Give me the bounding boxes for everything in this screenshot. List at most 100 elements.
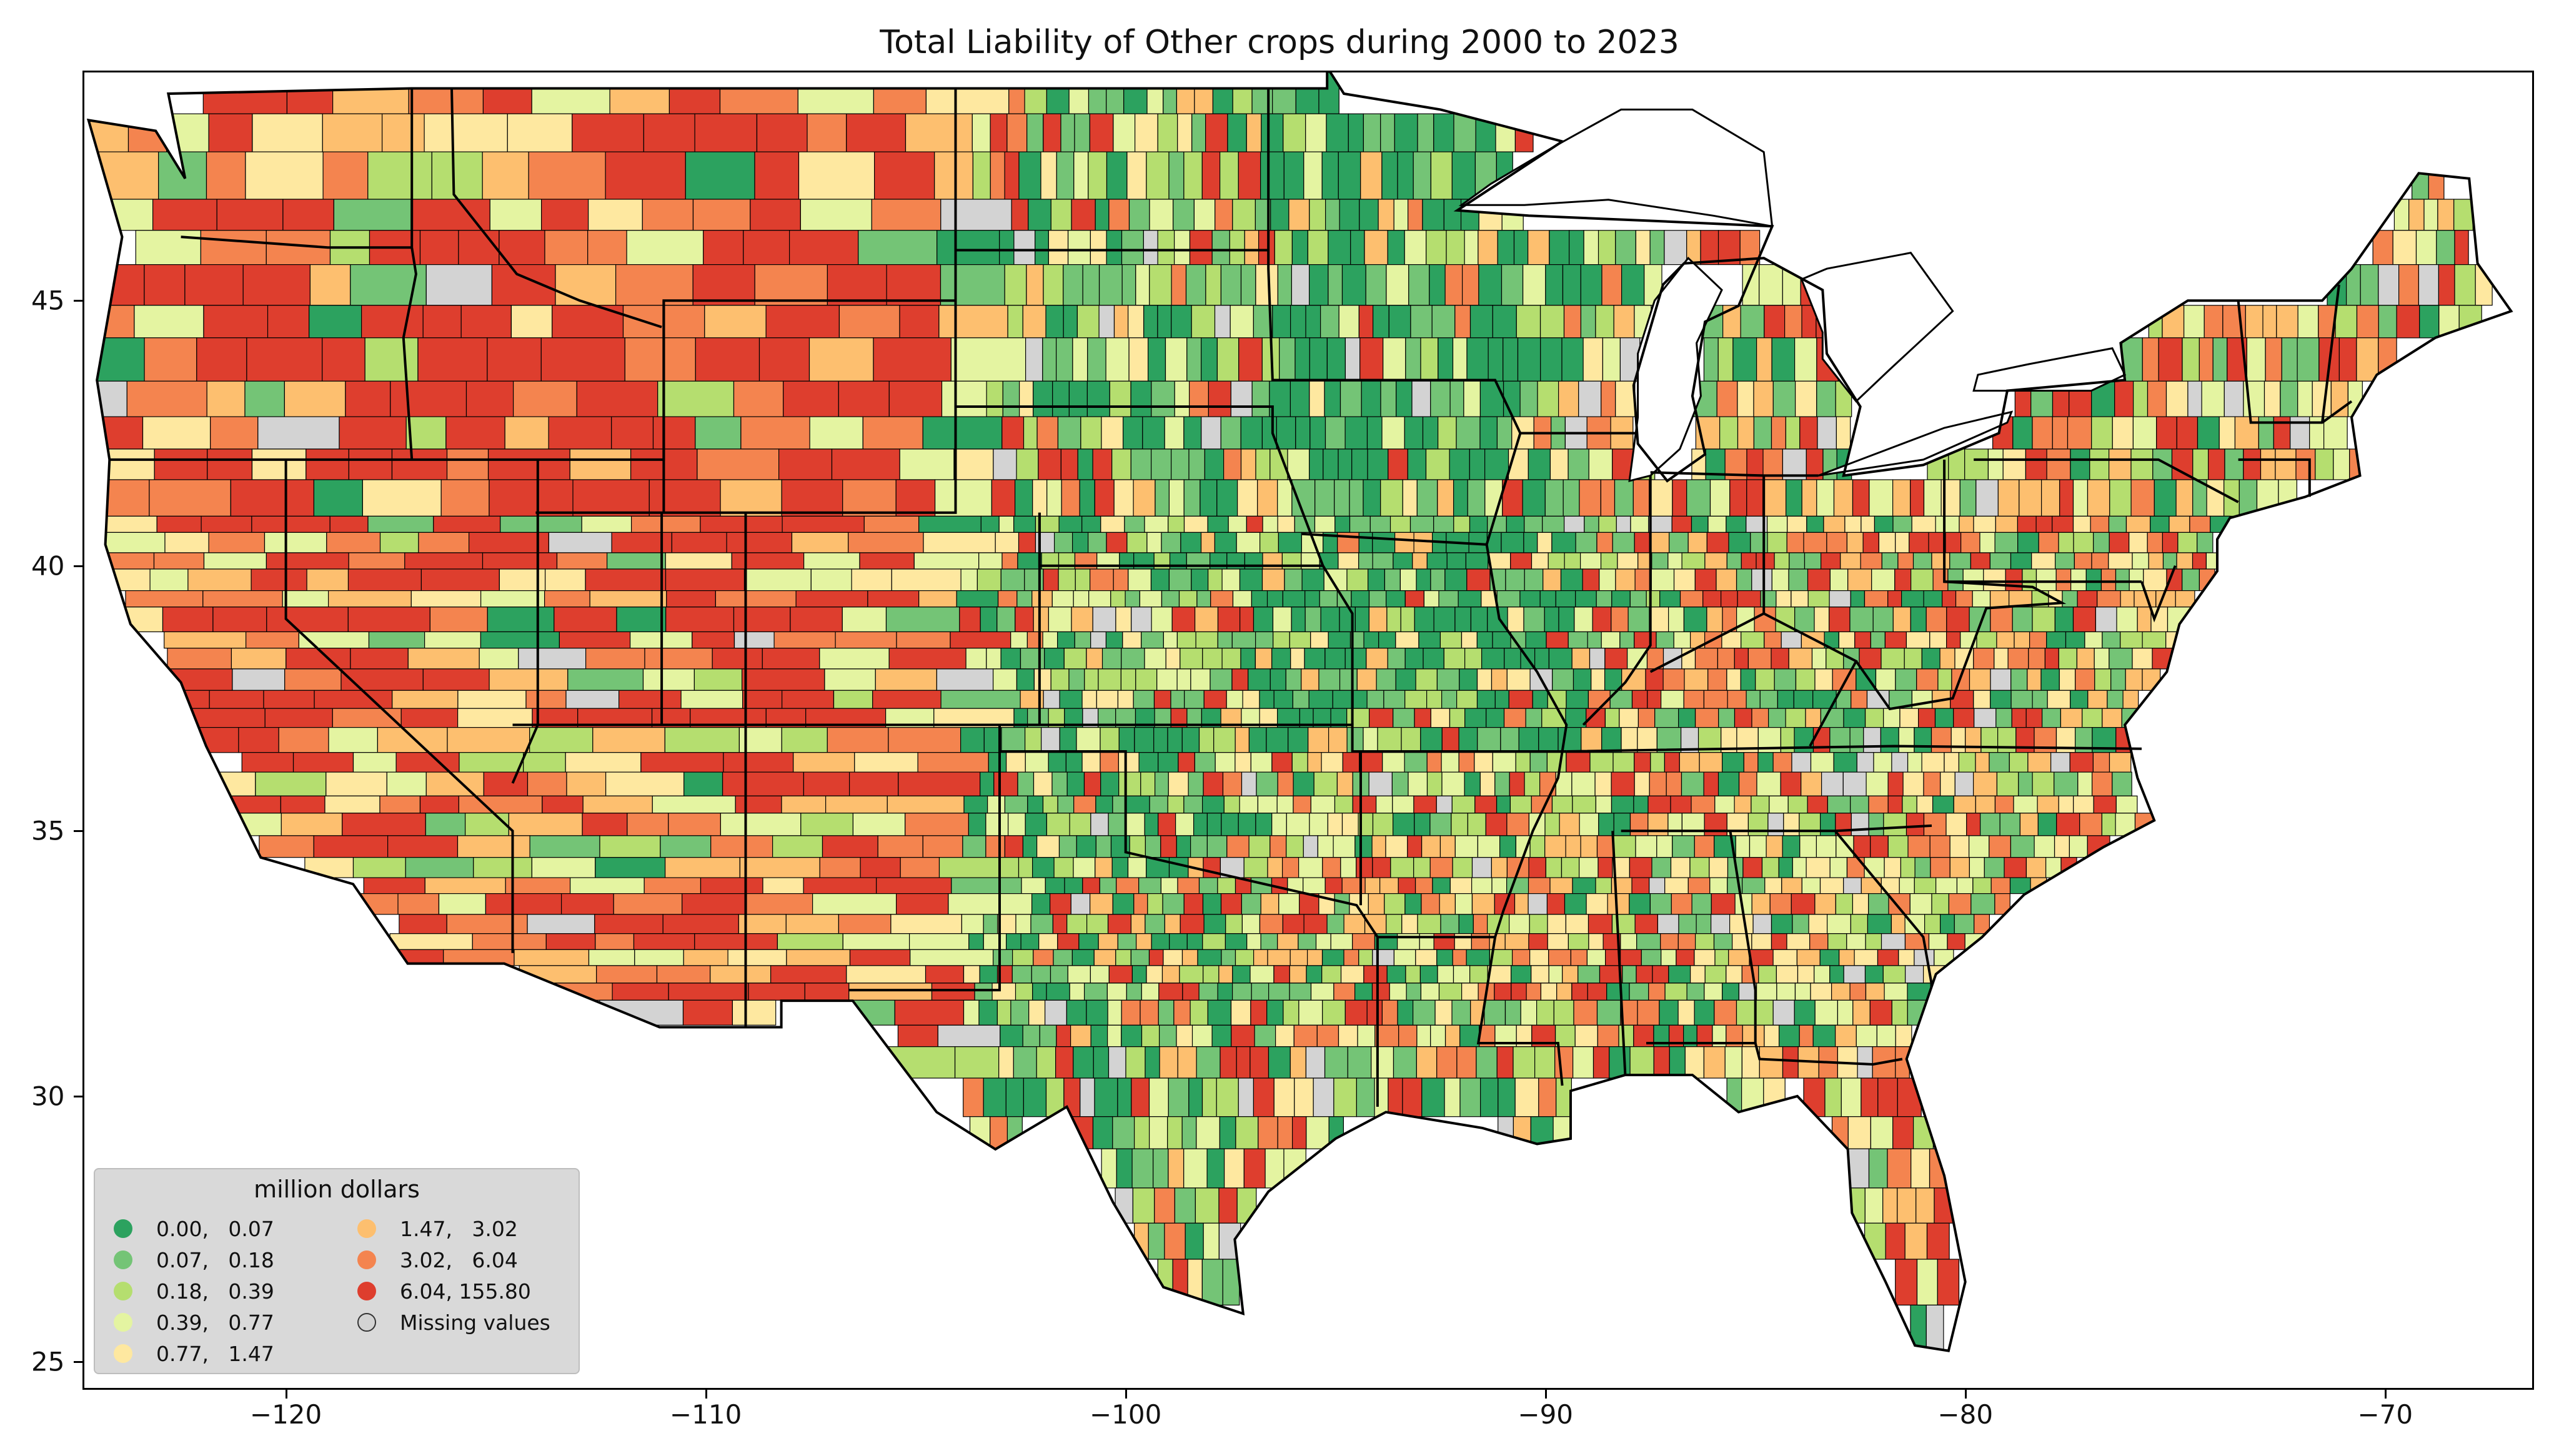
county [1914,726,1932,753]
county-missing [1616,515,1631,533]
county [1850,795,1869,814]
county [1547,933,1569,950]
county [1491,877,1508,894]
county-missing [1368,771,1393,796]
county [2077,590,2098,608]
county-missing [1975,479,1999,517]
county [756,113,808,152]
county [1528,857,1546,878]
county [1997,726,2017,753]
county [1629,857,1652,878]
county [480,590,545,608]
county [1386,914,1403,934]
county [1426,771,1443,796]
county [1584,515,1599,533]
county [1910,479,1925,517]
county [1549,448,1569,480]
county [1679,752,1700,773]
county [1431,305,1456,339]
county-missing [1925,1304,1944,1351]
county [1429,857,1453,878]
county [2091,416,2113,450]
county [1579,479,1601,517]
county [1319,552,1339,570]
county [1553,1116,1571,1149]
county [1579,813,1599,836]
county [1171,607,1196,633]
county [167,648,232,670]
county [2137,607,2152,633]
county [733,607,791,633]
county [1146,965,1163,984]
county [1598,813,1614,836]
county [1964,448,1989,480]
county-missing [1767,813,1784,836]
county [1759,690,1778,709]
county [1758,965,1777,984]
county [544,568,586,592]
county [1289,1046,1307,1079]
county [1056,631,1075,649]
state-boundary [1485,544,1568,938]
county [1757,752,1774,773]
county [1270,199,1289,231]
county [1196,1116,1221,1149]
county [1568,448,1589,480]
county [1741,631,1765,649]
state-boundary [402,88,417,460]
county [1833,752,1857,773]
county [1212,72,1233,114]
county [1208,380,1232,417]
county [2243,448,2262,480]
legend-label: 6.04, 155.80 [400,1279,531,1304]
county [1048,230,1069,265]
county [1221,648,1241,670]
county [1503,708,1526,728]
county [1413,857,1431,878]
county [1122,631,1142,649]
county [2094,648,2110,670]
county [2454,230,2469,265]
county [1544,479,1564,517]
county [1309,199,1326,231]
county [1368,568,1386,592]
county [1611,771,1635,796]
county [1772,752,1792,773]
county [1771,416,1786,450]
county [2281,337,2298,382]
county [1210,668,1233,691]
county [1587,983,1607,1001]
county [1852,479,1870,517]
county [1073,857,1096,878]
county [2067,416,2092,450]
county [1935,877,1958,894]
x-tick-label: −100 [1089,1399,1162,1430]
county [1622,965,1637,984]
county [954,1046,1000,1079]
county [961,914,984,934]
county [1807,590,1830,608]
county [1185,1222,1204,1260]
county [1812,726,1831,753]
county [1266,999,1284,1026]
county [1093,949,1116,966]
county [1100,515,1125,533]
county [347,568,422,592]
county [1742,857,1763,878]
county [207,448,253,480]
county [1388,305,1411,339]
county [897,1024,938,1047]
county [1965,726,1982,753]
county [1024,72,1047,114]
county [1743,752,1759,773]
county [1827,795,1851,814]
county [2038,532,2059,553]
county [1292,690,1309,709]
county [1686,983,1705,1001]
county [1366,648,1388,670]
county [1048,752,1066,773]
county [1092,448,1113,480]
county [1508,690,1533,709]
county [1474,752,1493,773]
county [1083,983,1108,1001]
